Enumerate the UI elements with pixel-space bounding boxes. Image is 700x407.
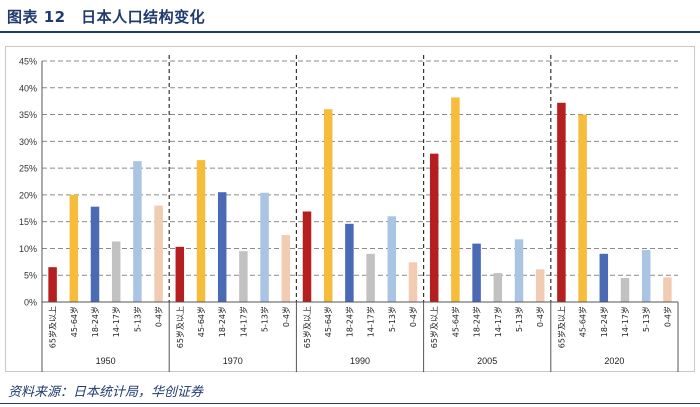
y-tick-label: 10%: [19, 244, 37, 254]
bar: [239, 251, 248, 302]
x-tick-label: 14-17岁: [493, 306, 503, 337]
bar: [451, 97, 460, 302]
x-tick-label: 14-17岁: [111, 306, 121, 337]
y-tick-label: 20%: [19, 190, 37, 200]
x-tick-label: 65岁及以上: [429, 306, 439, 348]
x-tick-label: 0-4岁: [662, 306, 672, 327]
footer-rule: [0, 403, 700, 404]
bar: [535, 269, 545, 302]
chart-frame: [5, 46, 695, 372]
y-tick-label: 40%: [19, 83, 37, 93]
bar: [514, 239, 524, 302]
y-tick-label: 0%: [24, 298, 37, 308]
x-tick-label: 18-24岁: [217, 306, 227, 337]
bar: [493, 273, 503, 302]
x-tick-label: 45-64岁: [196, 306, 206, 337]
x-tick-label: 5-13岁: [132, 306, 142, 332]
x-tick-label: 0-4岁: [154, 306, 164, 327]
bar: [260, 192, 269, 302]
bar: [387, 216, 397, 302]
bar: [48, 267, 57, 302]
group-label: 2005: [477, 356, 497, 366]
y-tick-label: 5%: [24, 271, 37, 281]
bar: [133, 161, 142, 302]
group-label: 2020: [604, 356, 624, 366]
x-tick-label: 0-4岁: [535, 306, 545, 327]
bar: [175, 246, 185, 302]
bar: [90, 206, 100, 302]
group-label: 1970: [223, 356, 243, 366]
y-tick-label: 45%: [19, 57, 37, 67]
y-tick-label: 30%: [19, 137, 37, 147]
bar: [302, 211, 312, 302]
y-tick-label: 25%: [19, 164, 37, 174]
bar: [578, 114, 587, 302]
bar: [641, 250, 651, 302]
x-tick-label: 45-64岁: [69, 306, 79, 337]
x-tick-label: 18-24岁: [472, 306, 482, 337]
bar: [111, 241, 121, 302]
x-tick-label: 0-4岁: [281, 306, 291, 327]
x-tick-label: 0-4岁: [408, 306, 418, 327]
x-tick-label: 65岁及以上: [302, 306, 312, 348]
bar: [366, 253, 375, 302]
group-label: 1990: [350, 356, 370, 366]
bar: [620, 277, 630, 302]
x-tick-label: 5-13岁: [387, 306, 397, 332]
x-tick-label: 45-64岁: [578, 306, 588, 337]
x-tick-label: 18-24岁: [599, 306, 609, 337]
y-tick-label: 35%: [19, 110, 37, 120]
x-tick-label: 14-17岁: [238, 306, 248, 337]
bar: [323, 109, 333, 302]
bar: [557, 102, 566, 302]
x-tick-label: 45-64岁: [450, 306, 460, 337]
bar: [69, 194, 79, 302]
group-label: 1950: [96, 356, 116, 366]
header: 图表 12 日本人口结构变化: [0, 0, 700, 34]
x-tick-label: 14-17岁: [620, 306, 630, 337]
bar: [154, 205, 163, 302]
source-note: 资料来源：日本统计局，华创证券: [8, 385, 204, 400]
x-tick-label: 14-17岁: [366, 306, 376, 337]
bar: [429, 153, 439, 302]
figure-title: 图表 12 日本人口结构变化: [7, 8, 206, 26]
bar: [217, 192, 227, 302]
x-tick-label: 65岁及以上: [556, 306, 566, 348]
x-tick-label: 65岁及以上: [175, 306, 185, 348]
bar: [472, 243, 481, 302]
x-tick-label: 5-13岁: [514, 306, 524, 332]
bar: [408, 262, 418, 302]
title-rule: [0, 31, 700, 33]
x-tick-label: 5-13岁: [260, 306, 270, 332]
x-tick-label: 5-13岁: [641, 306, 651, 332]
bar: [599, 253, 609, 302]
bar: [196, 160, 206, 302]
x-tick-label: 65岁及以上: [48, 306, 58, 348]
x-tick-label: 18-24岁: [90, 306, 100, 337]
x-tick-label: 45-64岁: [323, 306, 333, 337]
bar: [345, 223, 354, 302]
y-tick-label: 15%: [19, 217, 37, 227]
bar: [281, 235, 291, 302]
bar: [663, 277, 672, 302]
x-tick-label: 18-24岁: [344, 306, 354, 337]
